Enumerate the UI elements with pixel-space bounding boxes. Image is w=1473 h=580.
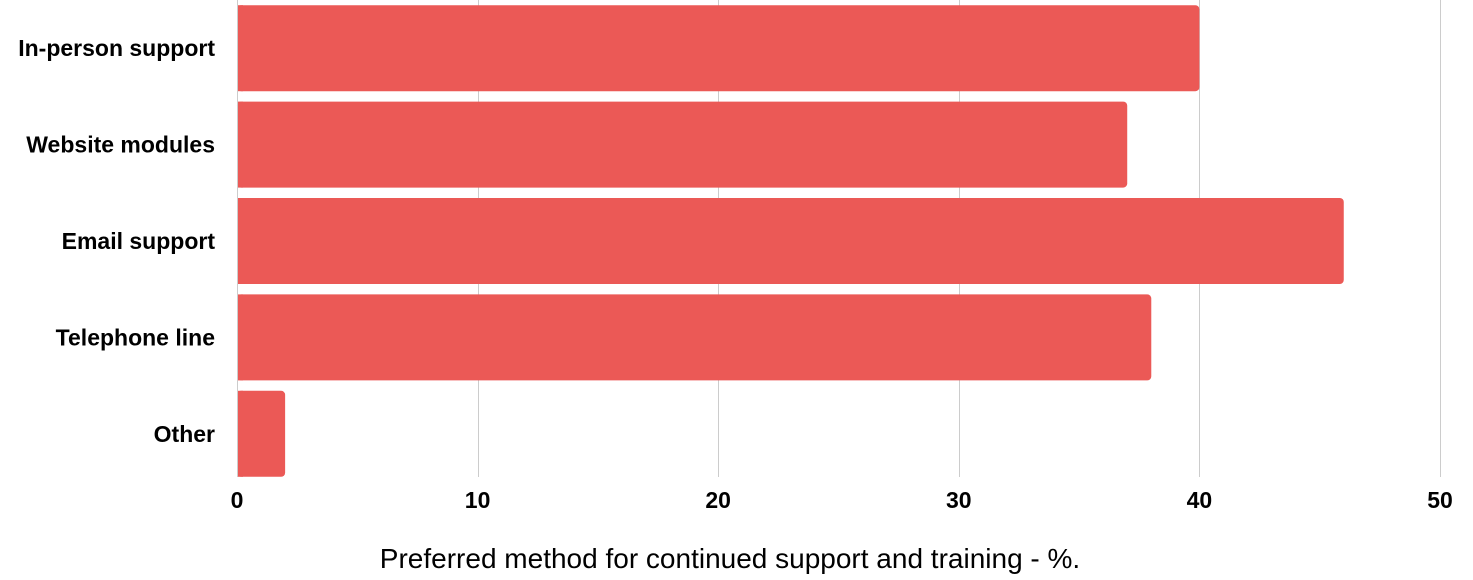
x-tick-label: 40 <box>1187 487 1213 513</box>
x-axis-title: Preferred method for continued support a… <box>380 543 1080 574</box>
bar-base <box>237 390 243 477</box>
bar-base <box>237 294 243 381</box>
bar-in-person-support <box>237 5 1200 92</box>
bar-base <box>237 198 243 284</box>
x-tick-label: 0 <box>231 487 244 513</box>
category-label: Telephone line <box>56 324 215 350</box>
bar-website-modules <box>237 101 1128 188</box>
x-tick-label: 30 <box>946 487 972 513</box>
bar-other <box>237 390 286 477</box>
bar-email-support <box>237 198 1344 284</box>
category-label: Website modules <box>26 132 215 158</box>
category-label: In-person support <box>18 35 215 61</box>
category-label: Other <box>154 421 215 447</box>
x-tick-label: 20 <box>705 487 731 513</box>
bars <box>237 5 1344 477</box>
x-tick-label: 50 <box>1427 487 1453 513</box>
bar-base <box>237 101 243 188</box>
x-tick-label: 10 <box>465 487 491 513</box>
category-labels: In-person support Website modules Email su… <box>18 35 215 447</box>
bar-base <box>237 5 243 92</box>
category-label: Email support <box>62 228 216 254</box>
bar-telephone-line <box>237 294 1152 381</box>
x-tick-labels: 0 10 20 30 40 50 <box>231 487 1453 513</box>
